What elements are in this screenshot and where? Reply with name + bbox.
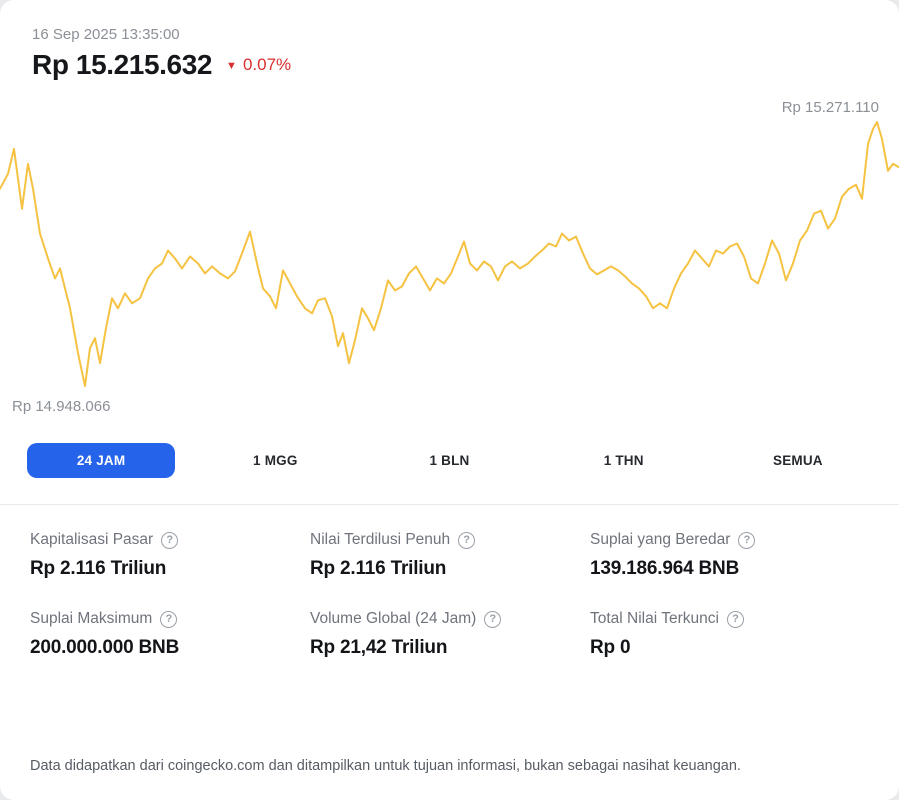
stat-label: Kapitalisasi Pasar ? [30,531,310,549]
stat-global-volume: Volume Global (24 Jam) ? Rp 21,42 Triliu… [310,610,590,659]
stat-market-cap: Kapitalisasi Pasar ? Rp 2.116 Triliun [30,531,310,580]
stat-circulating-supply: Suplai yang Beredar ? 139.186.964 BNB [590,531,869,580]
stat-value: Rp 0 [590,637,631,658]
current-price: Rp 15.215.632 [32,49,213,80]
chart-high-label: Rp 15.271.110 [781,99,879,116]
info-icon[interactable]: ? [484,610,502,628]
stat-value: Rp 21,42 Triliun [310,637,448,658]
stat-value: 139.186.964 BNB [590,558,740,579]
stat-label-text: Suplai yang Beredar [590,531,731,548]
price-chart[interactable] [0,118,899,390]
tab-1-thn[interactable]: 1 THN [590,443,658,478]
timestamp: 16 Sep 2025 13:35:00 [32,26,180,43]
change-percent: 0.07% [242,55,292,74]
info-icon[interactable]: ? [738,531,756,549]
tab-semua[interactable]: SEMUA [759,443,837,478]
price-line [0,121,899,387]
stat-label-text: Volume Global (24 Jam) [310,610,477,627]
stat-label: Suplai Maksimum ? [30,610,310,628]
info-icon[interactable]: ? [726,610,744,628]
stat-total-value-locked: Total Nilai Terkunci ? Rp 0 [590,610,869,659]
stat-label: Total Nilai Terkunci ? [590,610,869,628]
stat-label-text: Total Nilai Terkunci [590,610,719,627]
price-row: Rp 15.215.632 ▼ 0.07% [32,49,867,81]
stat-fully-diluted-valuation: Nilai Terdilusi Penuh ? Rp 2.116 Triliun [310,531,590,580]
stat-label-text: Nilai Terdilusi Penuh [310,531,451,548]
stat-label: Nilai Terdilusi Penuh ? [310,531,590,549]
stat-max-supply: Suplai Maksimum ? 200.000.000 BNB [30,610,310,659]
stats-grid: Kapitalisasi Pasar ? Rp 2.116 Triliun Ni… [0,504,899,659]
change-down-icon: ▼ [226,59,237,72]
info-icon[interactable]: ? [161,531,179,549]
chart-block: Rp 15.271.110 Rp 14.948.066 [0,83,899,415]
stat-value: 200.000.000 BNB [30,637,180,658]
tab-1-mgg[interactable]: 1 MGG [239,443,312,478]
tab-1-bln[interactable]: 1 BLN [415,443,483,478]
stat-value: Rp 2.116 Triliun [30,558,167,579]
info-icon[interactable]: ? [160,610,178,628]
range-tabs: 24 JAM 1 MGG 1 BLN 1 THN SEMUA [0,443,899,478]
chart-low-label: Rp 14.948.066 [12,398,111,415]
stat-value: Rp 2.116 Triliun [310,558,447,579]
tab-24-jam[interactable]: 24 JAM [26,443,176,478]
header: 16 Sep 2025 13:35:00 Rp 15.215.632 ▼ 0.0… [0,0,899,81]
info-icon[interactable]: ? [458,531,476,549]
stat-label-text: Kapitalisasi Pasar [30,531,154,548]
disclaimer-text: Data didapatkan dari coingecko.com dan d… [30,758,741,774]
price-change: ▼ 0.07% [226,55,291,75]
stat-label-text: Suplai Maksimum [30,610,153,627]
stat-label: Volume Global (24 Jam) ? [310,610,590,628]
stat-label: Suplai yang Beredar ? [590,531,869,549]
